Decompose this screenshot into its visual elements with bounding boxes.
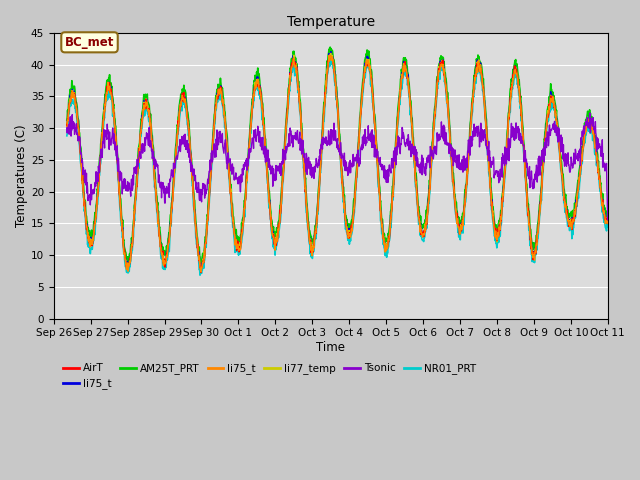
Title: Temperature: Temperature (287, 15, 375, 29)
X-axis label: Time: Time (316, 341, 345, 354)
Text: BC_met: BC_met (65, 36, 114, 49)
Legend: AirT, li75_t, AM25T_PRT, li75_t, li77_temp, Tsonic, NR01_PRT: AirT, li75_t, AM25T_PRT, li75_t, li77_te… (59, 359, 480, 394)
Y-axis label: Temperatures (C): Temperatures (C) (15, 124, 28, 227)
